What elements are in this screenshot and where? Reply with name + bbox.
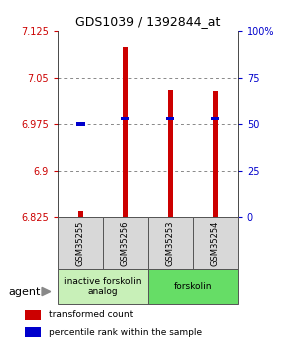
Text: agent: agent bbox=[9, 287, 41, 296]
Bar bbox=[78, 210, 83, 217]
Bar bbox=[77, 122, 84, 126]
FancyBboxPatch shape bbox=[58, 269, 148, 304]
Bar bbox=[213, 91, 218, 217]
Bar bbox=[211, 117, 219, 120]
Text: transformed count: transformed count bbox=[49, 310, 133, 319]
Text: GSM35256: GSM35256 bbox=[121, 220, 130, 266]
FancyBboxPatch shape bbox=[148, 269, 238, 304]
Text: percentile rank within the sample: percentile rank within the sample bbox=[49, 328, 202, 337]
Bar bbox=[25, 310, 41, 320]
Bar bbox=[123, 47, 128, 217]
FancyBboxPatch shape bbox=[58, 217, 103, 269]
Title: GDS1039 / 1392844_at: GDS1039 / 1392844_at bbox=[75, 16, 221, 29]
Bar bbox=[25, 327, 41, 337]
FancyBboxPatch shape bbox=[193, 217, 238, 269]
Text: forskolin: forskolin bbox=[174, 282, 212, 291]
Text: GSM35255: GSM35255 bbox=[76, 220, 85, 266]
Text: GSM35253: GSM35253 bbox=[166, 220, 175, 266]
Text: GSM35254: GSM35254 bbox=[211, 220, 220, 266]
Bar bbox=[168, 90, 173, 217]
FancyBboxPatch shape bbox=[148, 217, 193, 269]
Text: inactive forskolin
analog: inactive forskolin analog bbox=[64, 277, 142, 296]
Polygon shape bbox=[42, 287, 51, 296]
Bar bbox=[166, 117, 174, 120]
Bar bbox=[122, 117, 129, 120]
FancyBboxPatch shape bbox=[103, 217, 148, 269]
